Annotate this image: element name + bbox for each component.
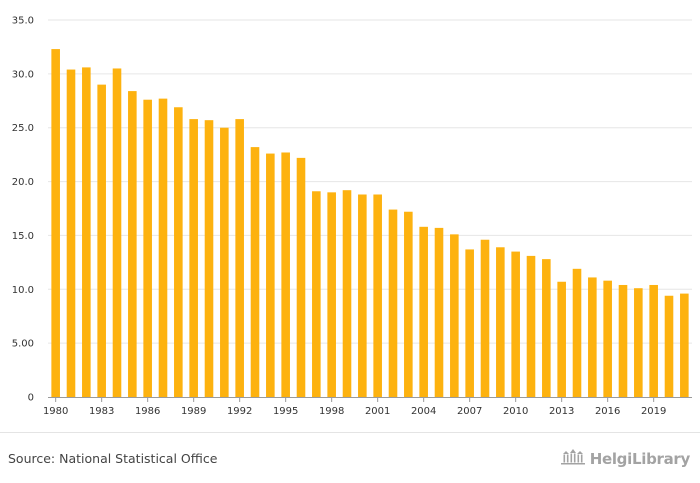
- library-building-icon: [560, 447, 586, 470]
- y-tick-label: 0: [28, 393, 34, 404]
- bar-1998[interactable]: [327, 192, 336, 397]
- x-tick-label: 2013: [549, 406, 574, 417]
- bar-1991[interactable]: [220, 127, 229, 397]
- y-tick-label: 25.0: [12, 123, 34, 134]
- bar-2007[interactable]: [465, 249, 474, 397]
- bar-2005[interactable]: [434, 227, 444, 397]
- bar-2003[interactable]: [404, 211, 413, 397]
- x-tick-label: 2001: [365, 406, 390, 417]
- bar-1996[interactable]: [296, 157, 306, 397]
- bar-1994[interactable]: [266, 153, 275, 397]
- bar-2019[interactable]: [649, 284, 658, 397]
- bar-1982[interactable]: [82, 67, 91, 397]
- bar-1981[interactable]: [66, 69, 76, 397]
- x-tick-label: 2019: [641, 406, 666, 417]
- bar-1984[interactable]: [112, 68, 122, 397]
- x-tick-label: 2016: [595, 406, 620, 417]
- gridlines: [48, 19, 692, 344]
- bar-1989[interactable]: [189, 119, 198, 398]
- logo-text: HelgiLibrary: [589, 449, 691, 468]
- bar-2021[interactable]: [680, 293, 689, 397]
- bar-1985[interactable]: [128, 91, 137, 397]
- y-tick-label: 30.0: [12, 69, 34, 80]
- bar-1999[interactable]: [342, 190, 352, 397]
- y-axis: 0 5.00 10.0 15.0 20.0 25.0 30.0 35.0: [12, 16, 34, 404]
- bar-1990[interactable]: [204, 120, 214, 397]
- y-tick-label: 35.0: [12, 16, 34, 27]
- bar-2000[interactable]: [358, 194, 367, 397]
- bar-2018[interactable]: [634, 288, 643, 397]
- source-note: Source: National Statistical Office: [8, 451, 218, 466]
- bar-1986[interactable]: [143, 99, 152, 398]
- bar-2008[interactable]: [480, 239, 490, 397]
- bar-2004[interactable]: [419, 226, 428, 397]
- x-tick-label: 1980: [43, 406, 68, 417]
- x-tick-label: 2010: [503, 406, 528, 417]
- bar-2012[interactable]: [542, 259, 551, 397]
- x-tick-label: 1983: [89, 406, 114, 417]
- x-tick-label: 1986: [135, 406, 160, 417]
- bar-1992[interactable]: [235, 119, 244, 398]
- bar-2009[interactable]: [496, 247, 505, 397]
- y-tick-label: 20.0: [12, 177, 34, 188]
- x-tick-label: 1995: [273, 406, 298, 417]
- x-tick-label: 1989: [181, 406, 206, 417]
- footer-divider: [0, 432, 700, 433]
- bar-1987[interactable]: [158, 98, 168, 397]
- y-tick-label: 10.0: [12, 285, 34, 296]
- bar-1997[interactable]: [312, 191, 321, 397]
- x-tick-label: 2007: [457, 406, 482, 417]
- bar-2015[interactable]: [588, 277, 597, 397]
- bar-1988[interactable]: [174, 107, 183, 398]
- bar-2017[interactable]: [618, 284, 628, 397]
- bar-2002[interactable]: [388, 209, 398, 397]
- x-axis: 1980 1983 1986 1989 1992 1995 1998 2001 2004 2007…: [43, 397, 692, 417]
- y-tick-label: 5.00: [12, 339, 34, 350]
- bar-1980[interactable]: [51, 49, 60, 397]
- bar-2014[interactable]: [572, 268, 582, 397]
- helgi-library-logo[interactable]: HelgiLibrary: [560, 447, 690, 470]
- bars: [51, 49, 689, 398]
- bar-2011[interactable]: [526, 255, 536, 397]
- bar-2006[interactable]: [450, 234, 459, 397]
- bar-2013[interactable]: [557, 281, 566, 397]
- bar-2010[interactable]: [511, 251, 520, 397]
- bar-1995[interactable]: [281, 152, 290, 397]
- x-tick-label: 1992: [227, 406, 252, 417]
- bar-2001[interactable]: [373, 194, 382, 397]
- bar-1993[interactable]: [250, 147, 260, 397]
- bar-2016[interactable]: [603, 280, 612, 397]
- x-tick-label: 2004: [411, 406, 436, 417]
- x-tick-label: 1998: [319, 406, 344, 417]
- y-tick-label: 15.0: [12, 231, 34, 242]
- bar-2020[interactable]: [664, 295, 674, 397]
- bar-1983[interactable]: [97, 84, 106, 397]
